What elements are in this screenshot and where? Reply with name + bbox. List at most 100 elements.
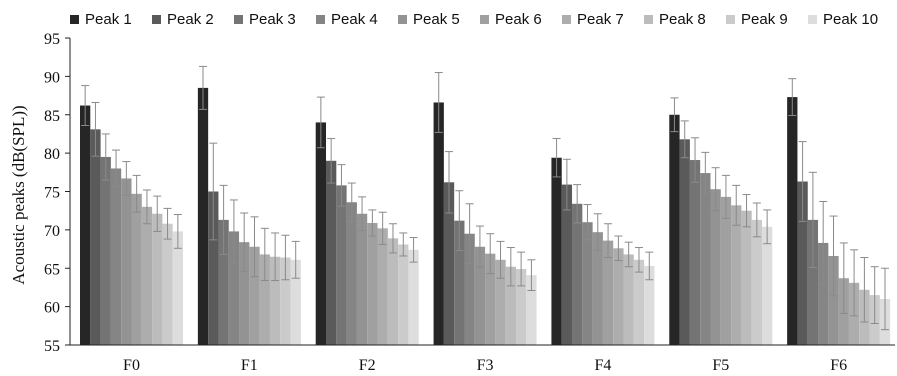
bar-F4-peak-2: [561, 184, 573, 345]
bar-F5-peak-3: [689, 160, 701, 345]
bar-F0-peak-1: [80, 105, 91, 345]
error-bar-F0-peak-1: [81, 85, 90, 126]
bar-F3-peak-5: [474, 246, 486, 345]
bar-F0-peak-3: [100, 156, 111, 345]
error-bar-F6-peak-7: [850, 249, 859, 317]
y-tick-label: 55: [44, 338, 60, 355]
bar-F4-peak-6: [602, 240, 614, 345]
error-bar-F3-peak-6: [486, 233, 495, 275]
bar-F2-peak-3: [336, 185, 347, 345]
error-bar-F1-peak-8: [271, 232, 280, 282]
bar-F4-peak-4: [582, 222, 593, 345]
legend-swatch-5: [398, 15, 407, 24]
legend-swatch-3: [234, 15, 243, 24]
error-bar-F6-peak-3: [808, 171, 817, 268]
bar-F4-peak-9: [633, 259, 645, 345]
y-tick-label: 80: [44, 146, 60, 163]
error-bar-F5-peak-2: [680, 120, 689, 159]
bar-F4-peak-3: [572, 203, 583, 345]
x-tick-label-F3: F3: [477, 357, 494, 374]
bar-F0-peak-4: [110, 168, 122, 345]
bar-F3-peak-9: [515, 269, 527, 345]
bar-F1-peak-7: [259, 254, 270, 345]
bar-F3-peak-8: [505, 266, 516, 345]
bar-F3-peak-6: [485, 253, 496, 345]
error-bar-F1-peak-1: [199, 65, 208, 110]
bar-F0-peak-10: [172, 231, 183, 345]
error-bar-F5-peak-6: [721, 174, 730, 219]
y-axis: 55 60 65 70 75 80 85 90 95: [44, 31, 71, 355]
y-tick-label: 85: [44, 108, 60, 125]
error-bar-F1-peak-10: [291, 240, 300, 279]
bar-F2-peak-8: [387, 238, 399, 345]
bar-F6-peak-1: [787, 97, 798, 345]
bar-F1-peak-9: [280, 257, 291, 345]
bar-F1-peak-5: [239, 242, 250, 345]
error-bar-F2-peak-7: [378, 211, 387, 245]
error-bar-F6-peak-1: [788, 78, 797, 117]
legend-label-1: Peak 1: [85, 11, 132, 28]
error-bar-F5-peak-8: [742, 194, 751, 228]
error-bar-F6-peak-6: [839, 242, 848, 315]
error-bar-F3-peak-2: [445, 151, 454, 214]
bar-F0-peak-5: [121, 178, 132, 345]
bar-F6-peak-5: [828, 255, 839, 345]
legend-label-7: Peak 7: [577, 11, 624, 28]
legend-swatch-10: [808, 15, 817, 24]
error-bar-F5-peak-1: [670, 97, 679, 133]
bar-F6-peak-3: [807, 219, 819, 345]
error-bar-F3-peak-3: [455, 190, 464, 252]
error-bar-F0-peak-8: [153, 195, 162, 232]
error-bar-F1-peak-9: [281, 234, 290, 281]
bar-F2-peak-5: [356, 213, 368, 345]
error-bar-F4-peak-9: [634, 247, 643, 273]
error-bar-F1-peak-6: [250, 216, 259, 278]
legend: Peak 1 Peak 2 Peak 3 Peak 4 Peak 5 Peak 6 Peak…: [70, 11, 878, 28]
error-bar-F2-peak-8: [388, 223, 397, 254]
error-bar-F5-peak-3: [691, 137, 700, 183]
legend-swatch-9: [726, 15, 735, 24]
error-bar-F1-peak-2: [209, 142, 218, 241]
legend-label-10: Peak 10: [823, 11, 878, 28]
error-bar-F6-peak-8: [860, 257, 869, 323]
error-bar-F2-peak-6: [368, 209, 377, 237]
error-bar-F5-peak-4: [701, 151, 710, 195]
bar-F0-peak-7: [141, 206, 153, 345]
error-bar-F3-peak-8: [506, 247, 515, 287]
error-bar-F4-peak-4: [583, 204, 592, 241]
error-bar-F2-peak-2: [327, 138, 336, 184]
bar-F1-peak-6: [249, 246, 260, 345]
bar-F5-peak-4: [700, 173, 711, 345]
bar-F5-peak-7: [731, 205, 742, 345]
bar-F4-peak-1: [551, 157, 562, 345]
bar-F2-peak-4: [346, 202, 357, 345]
error-bar-F1-peak-4: [229, 199, 238, 264]
error-bar-F0-peak-7: [142, 189, 151, 225]
bar-F2-peak-2: [326, 160, 337, 345]
error-bar-F0-peak-5: [122, 161, 131, 196]
error-bar-F0-peak-6: [132, 174, 141, 213]
bar-F1-peak-2: [208, 191, 219, 345]
legend-swatch-2: [152, 15, 161, 24]
error-bar-F4-peak-8: [624, 241, 633, 268]
legend-label-2: Peak 2: [167, 11, 214, 28]
bar-F1-peak-8: [269, 256, 281, 345]
legend-swatch-8: [644, 15, 653, 24]
bar-F2-peak-1: [315, 122, 327, 345]
legend-swatch-7: [562, 15, 571, 24]
x-tick-label-F6: F6: [830, 357, 847, 374]
error-bar-F6-peak-9: [870, 266, 879, 325]
bar-F5-peak-2: [679, 139, 690, 345]
error-bar-F3-peak-9: [517, 251, 526, 287]
y-tick-label: 65: [44, 261, 60, 278]
bar-F5-peak-10: [761, 226, 773, 345]
bar-F0-peak-8: [152, 213, 163, 345]
bar-F6-peak-4: [818, 242, 829, 345]
x-tick-label-F5: F5: [712, 357, 729, 374]
error-bar-F2-peak-9: [399, 232, 408, 257]
error-bar-F5-peak-10: [763, 209, 772, 245]
bar-F4-peak-8: [623, 254, 634, 345]
bar-F5-peak-8: [741, 210, 752, 345]
error-bar-F3-peak-10: [527, 259, 536, 292]
bar-F2-peak-9: [398, 244, 409, 345]
